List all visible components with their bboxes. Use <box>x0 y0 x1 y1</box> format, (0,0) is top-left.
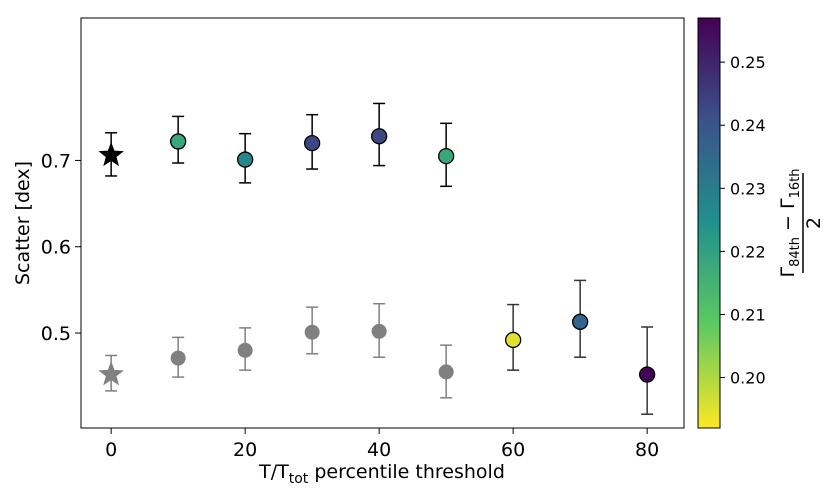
gray-point <box>438 364 454 380</box>
gray-point <box>304 324 320 340</box>
colorbar-tick-label: 0.20 <box>730 369 766 388</box>
x-tick-label: 60 <box>501 439 525 461</box>
colored-point <box>572 313 589 330</box>
x-tick-label: 80 <box>635 439 659 461</box>
colorbar-tick-label: 0.21 <box>730 305 766 324</box>
colored-point <box>370 128 388 145</box>
x-axis: 0 20 40 60 80 <box>105 428 659 461</box>
colorbar-tick-label: 0.22 <box>730 242 766 261</box>
colored-point <box>505 331 522 349</box>
plot-area <box>80 17 685 429</box>
y-tick-label: 0.5 <box>41 323 71 345</box>
gray-point <box>371 323 387 339</box>
svg-text:Γ84th − Γ16th: Γ84th − Γ16th <box>777 169 803 278</box>
colored-point <box>236 151 254 168</box>
colorbar-tick-label: 0.24 <box>730 116 766 135</box>
colorbar-label: Γ84th − Γ16th 2 <box>777 169 825 278</box>
x-axis-label: T/Ttot percentile threshold <box>258 461 505 487</box>
x-tick-label: 40 <box>367 439 391 461</box>
colored-point <box>303 135 321 152</box>
colorbar <box>697 17 721 429</box>
gray-point <box>237 342 253 358</box>
y-axis: 0.5 0.6 0.7 <box>41 150 81 345</box>
colored-point <box>437 147 455 165</box>
colorbar-tick-label: 0.25 <box>730 53 766 72</box>
y-axis-label: Scatter [dex] <box>12 161 34 285</box>
gray-point <box>170 350 186 366</box>
x-tick-label: 20 <box>233 439 257 461</box>
reference-star <box>98 141 124 167</box>
data-marks <box>98 102 656 415</box>
colorbar-tick-label: 0.23 <box>730 179 766 198</box>
reference-star <box>98 361 124 386</box>
x-tick-label: 0 <box>105 439 117 461</box>
svg-text:2: 2 <box>803 217 825 229</box>
colored-point <box>639 366 656 383</box>
colorbar-axis: 0.20 0.21 0.22 0.23 0.24 0.25 <box>720 53 766 388</box>
y-tick-label: 0.7 <box>41 150 71 172</box>
y-tick-label: 0.6 <box>41 237 71 259</box>
colored-point <box>169 133 187 150</box>
